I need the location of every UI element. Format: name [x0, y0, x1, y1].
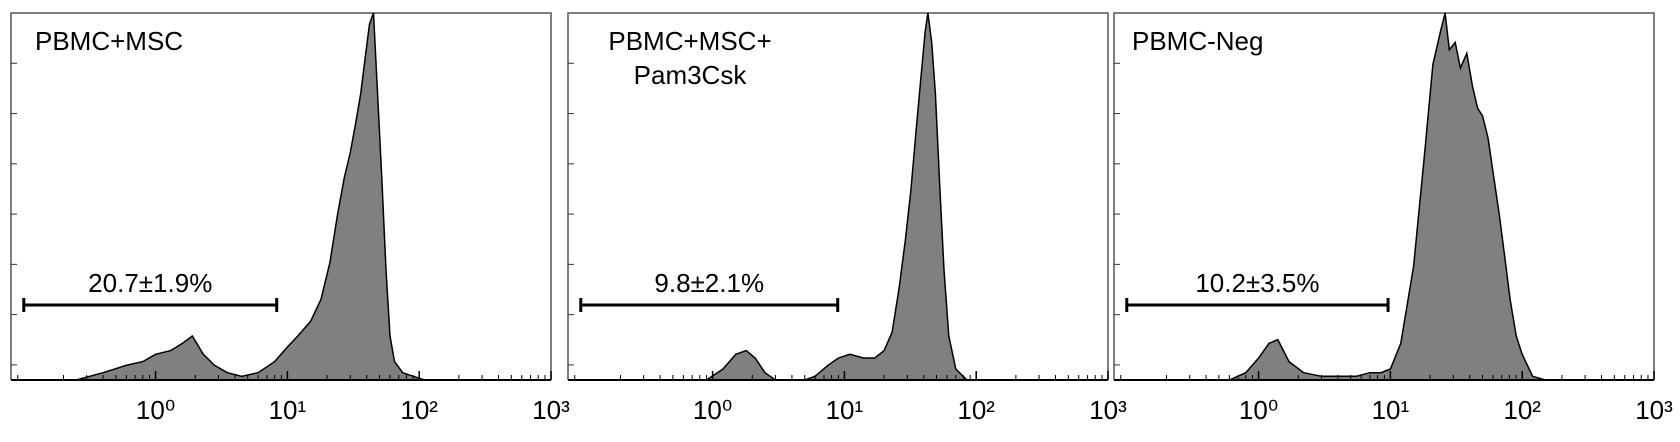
gate-label: 9.8±2.1% [654, 268, 764, 298]
histogram-fill [76, 13, 425, 380]
histogram [76, 12, 425, 381]
panel-title: Pam3Csk [634, 60, 748, 90]
histogram-fill [706, 13, 967, 380]
x-tick-label: 10² [400, 395, 438, 425]
histogram [706, 12, 968, 381]
x-tick-label: 10¹ [1372, 395, 1410, 425]
histogram-fill [1229, 13, 1546, 380]
x-tick-label: 10⁰ [136, 395, 175, 425]
panel-title: PBMC+MSC [35, 26, 183, 56]
x-tick-label: 10² [957, 395, 995, 425]
gate-label: 10.2±3.5% [1195, 268, 1319, 298]
panel-frame [567, 12, 1109, 380]
x-tick-label: 10⁰ [1239, 395, 1278, 425]
x-tick-label: 10¹ [826, 395, 864, 425]
x-tick-label: 10³ [1089, 395, 1127, 425]
x-tick-label: 10¹ [269, 395, 307, 425]
x-tick-label: 10⁰ [693, 395, 732, 425]
histogram [1228, 12, 1546, 381]
x-tick-label: 10³ [532, 395, 570, 425]
panel-frame [10, 12, 552, 380]
panel-frame [1113, 12, 1655, 380]
panel-title: PBMC-Neg [1132, 26, 1263, 56]
x-tick-label: 10² [1503, 395, 1541, 425]
gate-label: 20.7±1.9% [88, 268, 212, 298]
panel-title: PBMC+MSC+ [608, 26, 771, 56]
x-tick-label: 10³ [1635, 395, 1673, 425]
